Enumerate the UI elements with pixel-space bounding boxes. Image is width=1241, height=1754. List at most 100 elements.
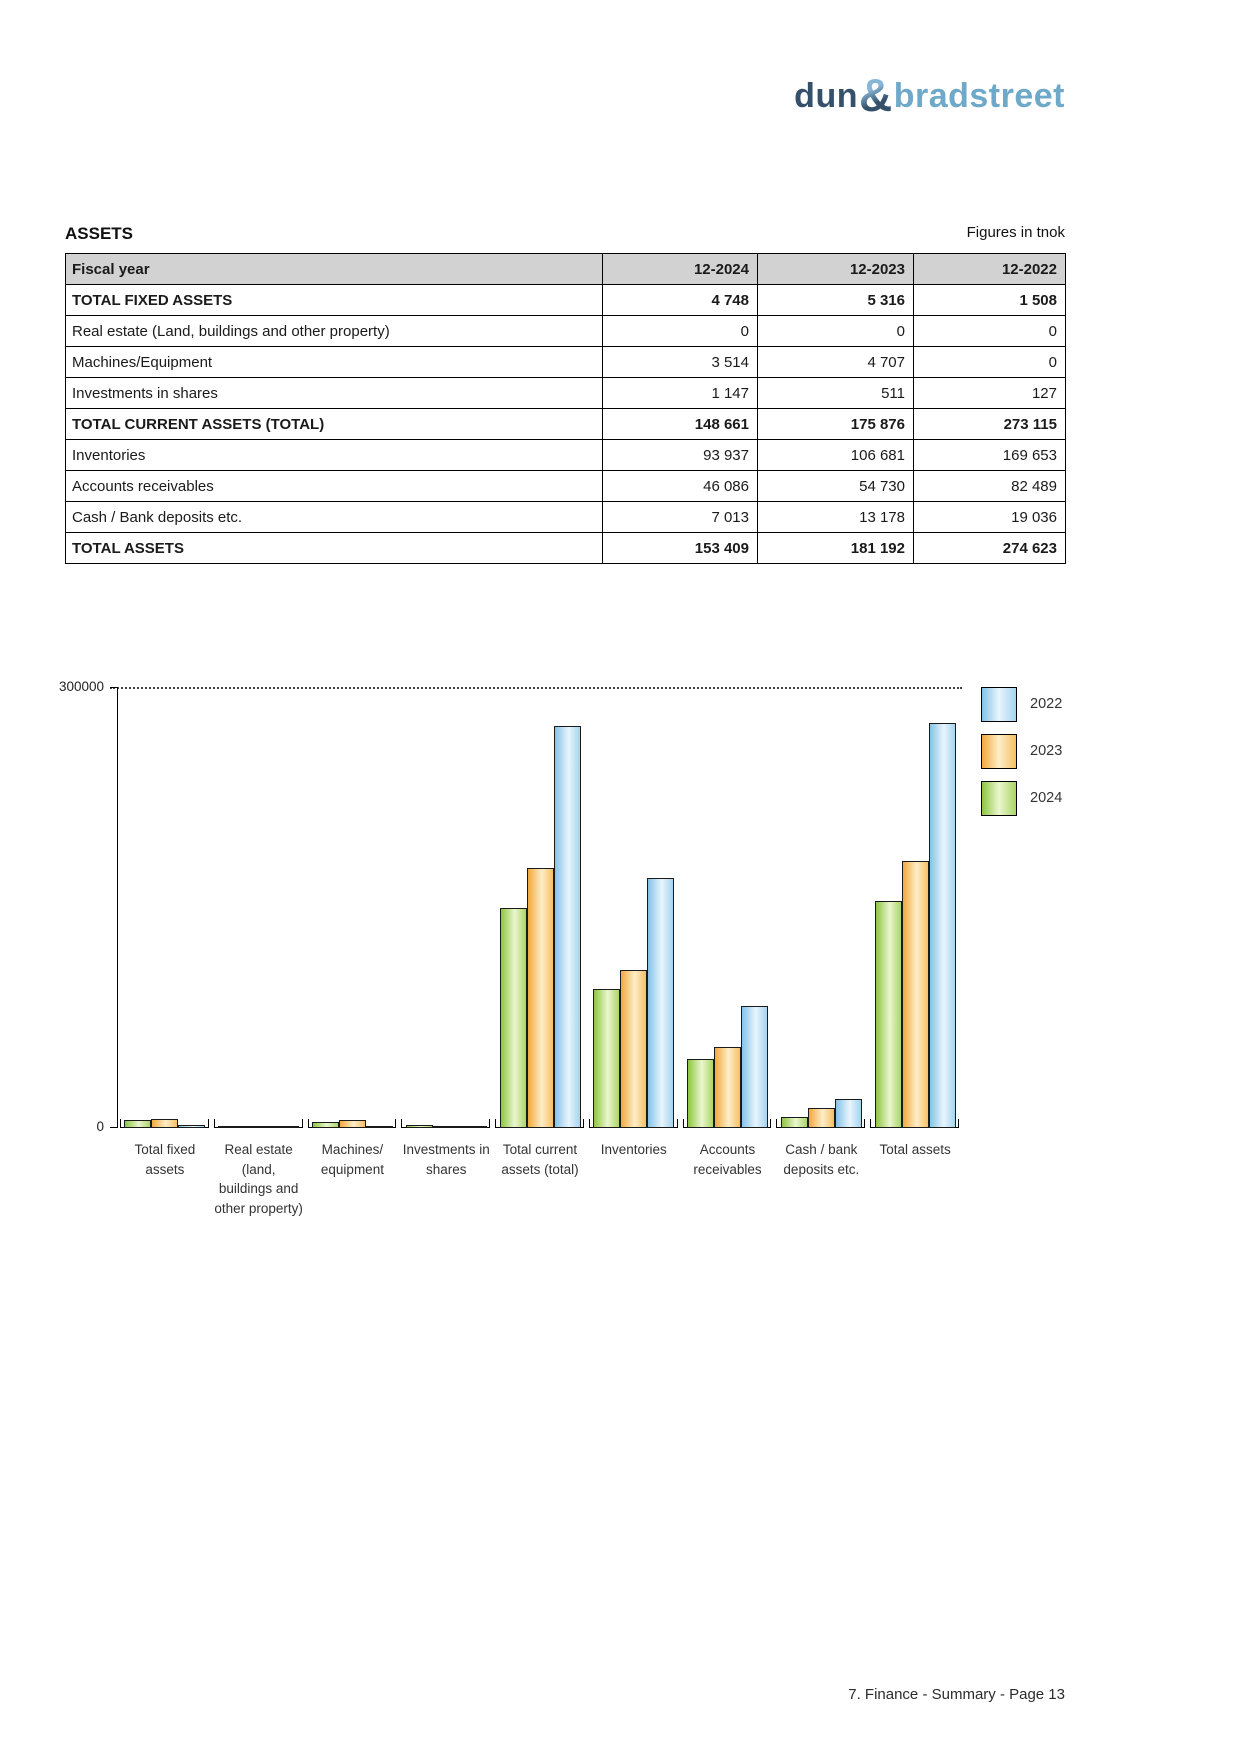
logo-ampersand-icon: & (858, 69, 893, 121)
row-value: 82 489 (913, 470, 1066, 502)
row-value: 0 (757, 315, 914, 347)
x-axis-category-label: Cash / bank deposits etc. (764, 1140, 878, 1179)
legend-swatch-2022 (981, 687, 1017, 722)
x-axis-label-line: Investments in (402, 1142, 490, 1157)
bar-2023 (433, 1126, 460, 1128)
bar-2023 (339, 1120, 366, 1128)
row-value: 1 147 (602, 377, 758, 409)
footer-page-label: 7. Finance - Summary - Page 13 (848, 1686, 1065, 1703)
x-axis-label-line: assets (145, 1161, 185, 1177)
row-value: 0 (913, 315, 1066, 347)
table-row: Inventories 93 937 106 681 169 653 (65, 439, 1066, 471)
row-label: Real estate (Land, buildings and other p… (65, 315, 603, 347)
row-value: 106 681 (757, 439, 914, 471)
table-row: TOTAL FIXED ASSETS 4 748 5 316 1 508 (65, 284, 1066, 316)
bar-2022 (366, 1126, 393, 1128)
x-axis-label-line: assets (total) (501, 1161, 579, 1177)
bar-2024 (124, 1120, 151, 1128)
x-axis-label-line: Total fixed (134, 1142, 196, 1157)
bar-2022 (460, 1126, 487, 1128)
x-axis-label-line: Real estate (224, 1142, 293, 1157)
assets-table: Fiscal year 12-2024 12-2023 12-2022 TOTAL F… (65, 253, 1066, 564)
row-label: TOTAL CURRENT ASSETS (TOTAL) (65, 408, 603, 440)
x-axis-label-line: Cash / bank (785, 1142, 858, 1157)
row-value: 7 013 (602, 501, 758, 533)
bar-2024 (218, 1126, 245, 1128)
x-axis-label-line: other property) (214, 1200, 303, 1216)
y-axis-label-zero: 0 (96, 1119, 104, 1134)
row-value: 46 086 (602, 470, 758, 502)
row-label: Inventories (65, 439, 603, 471)
bar-2023 (902, 861, 929, 1128)
table-row: TOTAL CURRENT ASSETS (TOTAL) 148 661 175 8… (65, 408, 1066, 440)
row-value: 127 (913, 377, 1066, 409)
bar-2022 (178, 1125, 205, 1128)
row-value: 274 623 (913, 532, 1066, 564)
row-value: 19 036 (913, 501, 1066, 533)
x-axis-label-line: shares (425, 1161, 467, 1177)
y-axis-label-max: 300000 (58, 679, 104, 694)
legend-label-2023: 2023 (1030, 743, 1063, 759)
x-axis-label-line: Total current (502, 1142, 578, 1157)
x-axis-label-line: deposits etc. (783, 1161, 860, 1177)
legend-swatch-2023 (981, 734, 1017, 769)
row-label: TOTAL FIXED ASSETS (65, 284, 603, 316)
x-axis-category-label: Total fixed assets (108, 1140, 222, 1179)
gridline-300000 (110, 687, 962, 689)
row-value: 5 316 (757, 284, 914, 316)
bar-2022 (554, 726, 581, 1128)
row-value: 153 409 (602, 532, 758, 564)
bar-2023 (620, 970, 647, 1128)
table-row: Real estate (Land, buildings and other p… (65, 315, 1066, 347)
bar-2022 (835, 1099, 862, 1128)
bar-2024 (875, 901, 902, 1128)
table-row: Cash / Bank deposits etc. 7 013 13 178 19 0… (65, 501, 1066, 533)
bar-2022 (741, 1006, 768, 1128)
bar-2022 (647, 878, 674, 1128)
bar-2023 (714, 1047, 741, 1128)
table-header-row: Fiscal year 12-2024 12-2023 12-2022 (65, 253, 1066, 285)
row-value: 13 178 (757, 501, 914, 533)
x-axis-label-line: buildings and (218, 1181, 299, 1196)
x-axis-category-label: Accounts receivables (671, 1140, 785, 1179)
bar-2024 (593, 989, 620, 1128)
row-value: 273 115 (913, 408, 1066, 440)
table-row: Machines/Equipment 3 514 4 707 0 (65, 346, 1066, 378)
bar-2023 (527, 868, 554, 1128)
logo-text-bradstreet: bradstreet (893, 77, 1065, 115)
x-axis-label-line: (land, (241, 1161, 276, 1177)
x-axis-category-label: Real estate (land, buildings and other prop… (202, 1140, 316, 1218)
row-value: 3 514 (602, 346, 758, 378)
row-value: 181 192 (757, 532, 914, 564)
y-axis-line (117, 687, 118, 1128)
row-value: 0 (913, 346, 1066, 378)
row-value: 148 661 (602, 408, 758, 440)
table-row: TOTAL ASSETS 153 409 181 192 274 623 (65, 532, 1066, 564)
col-header-12-2022: 12-2022 (913, 253, 1066, 285)
x-axis-label-line: receivables (693, 1161, 762, 1177)
page-title: ASSETS (65, 224, 134, 243)
assets-header-row: ASSETS Figures in tnok (65, 224, 1065, 244)
col-header-fiscal-year: Fiscal year (65, 253, 603, 285)
x-axis-label-line: Accounts (699, 1142, 756, 1157)
x-axis-label-line: Total assets (879, 1142, 951, 1157)
legend-label-2024: 2024 (1030, 790, 1063, 806)
legend-swatch-2024 (981, 781, 1017, 816)
table-row: Investments in shares 1 147 511 127 (65, 377, 1066, 409)
row-value: 4 707 (757, 346, 914, 378)
bar-2023 (808, 1108, 835, 1128)
bar-2024 (500, 908, 527, 1128)
bar-2024 (687, 1059, 714, 1128)
bar-2023 (245, 1126, 272, 1128)
bar-2024 (781, 1117, 808, 1128)
logo-text-dun: dun (794, 77, 858, 115)
legend-label-2022: 2022 (1030, 696, 1063, 712)
assets-bar-chart: 300000 0 Total fixed assets Real estate (land… (0, 600, 1241, 1260)
row-value: 175 876 (757, 408, 914, 440)
row-value: 54 730 (757, 470, 914, 502)
row-label: Investments in shares (65, 377, 603, 409)
x-axis-category-label: Investments in shares (389, 1140, 503, 1179)
row-value: 4 748 (602, 284, 758, 316)
x-axis-category-label: Total current assets (total) (483, 1140, 597, 1179)
col-header-12-2023: 12-2023 (757, 253, 914, 285)
